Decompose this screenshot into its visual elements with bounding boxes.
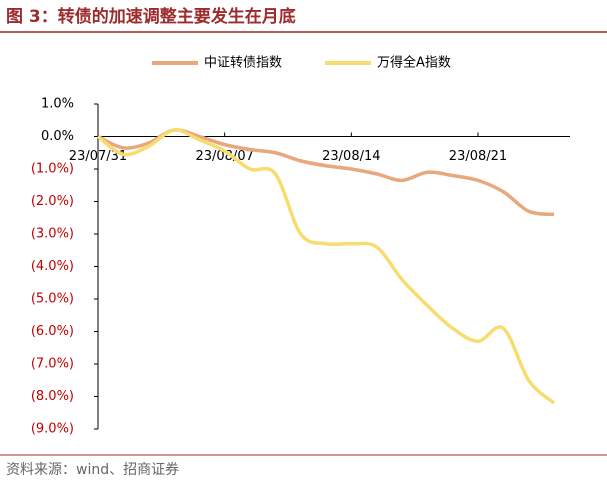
legend-label: 中证转债指数: [204, 56, 282, 71]
y-tick-label: (3.0%): [31, 227, 74, 242]
x-tick-label: 23/07/31: [69, 149, 127, 164]
series-line: [97, 128, 555, 217]
y-tick-label: 1.0%: [41, 97, 74, 112]
y-tick-label: (8.0%): [31, 389, 74, 404]
series-line: [96, 128, 556, 405]
y-tick-label: (9.0%): [31, 422, 74, 437]
x-tick-label: 23/08/21: [449, 149, 507, 164]
y-tick-label: (6.0%): [31, 324, 74, 339]
y-tick-label: (7.0%): [31, 357, 74, 372]
y-tick-label: (1.0%): [31, 162, 74, 177]
y-tick-label: (4.0%): [31, 259, 74, 274]
legend-label: 万得全A指数: [377, 55, 451, 71]
chart-title: 图 3：转债的加速调整主要发生在月底: [6, 6, 296, 27]
source: 资料来源：wind、招商证券: [6, 462, 179, 478]
y-tick-label: (2.0%): [31, 194, 74, 209]
y-tick-label: 0.0%: [41, 129, 74, 144]
y-tick-label: (5.0%): [31, 292, 74, 307]
x-tick-label: 23/08/14: [322, 149, 380, 164]
